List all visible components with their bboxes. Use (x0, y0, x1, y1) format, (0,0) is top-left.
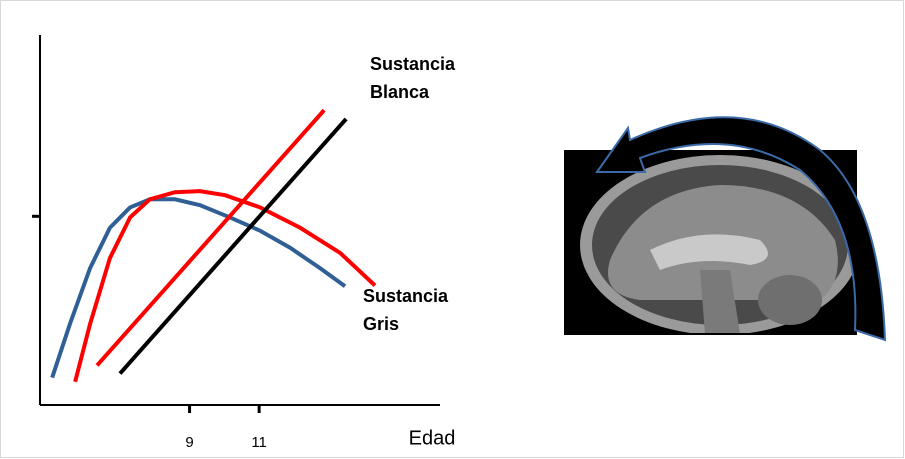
annotation: Blanca (370, 82, 430, 102)
x-tick-label: 11 (251, 434, 267, 451)
brain-image (564, 150, 860, 335)
rotation-arrow (595, 116, 887, 342)
annotation: Sustancia (370, 54, 456, 74)
data-line (73, 189, 377, 383)
data-line (118, 117, 348, 375)
data-line (50, 197, 347, 379)
x-axis-label: Edad (409, 427, 456, 449)
annotation: Sustancia (363, 286, 449, 306)
data-line (95, 108, 326, 367)
annotation: Gris (363, 314, 399, 334)
x-tick-label: 9 (185, 434, 193, 451)
